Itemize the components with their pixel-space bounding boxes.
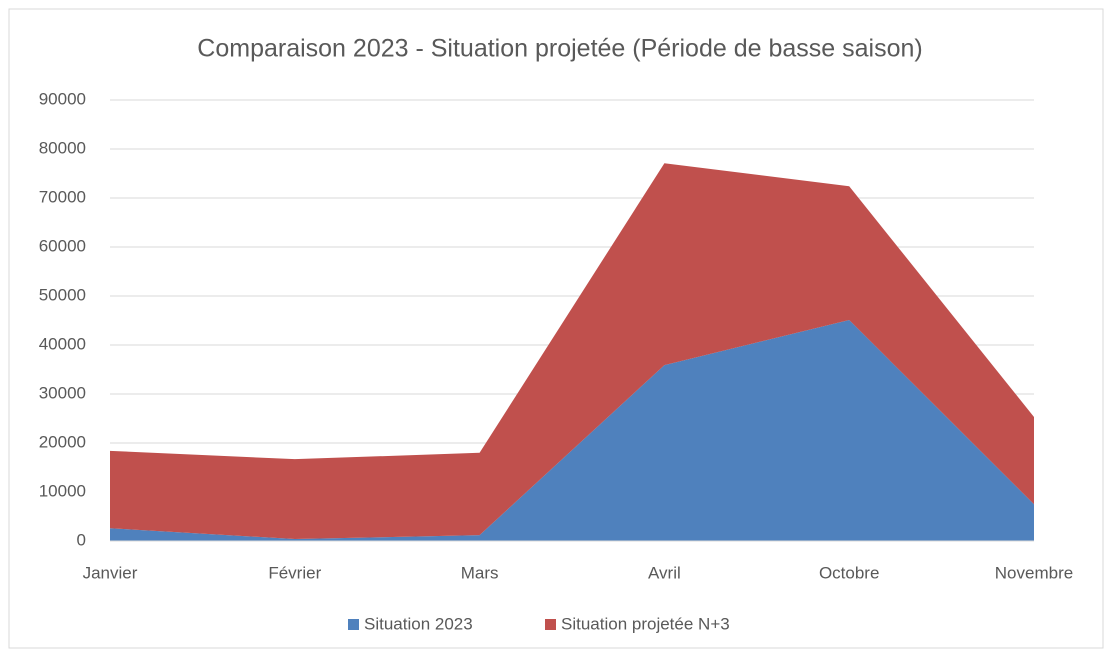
area [110,163,1034,540]
area [110,320,1034,541]
x-tick-label: Novembre [995,563,1073,582]
legend-swatch [545,619,556,630]
y-tick-label: 30000 [39,383,86,402]
legend-label: Situation projetée N+3 [561,614,730,633]
x-tick-label: Février [268,563,321,582]
chart-title: Comparaison 2023 - Situation projetée (P… [197,35,922,63]
y-tick-label: 90000 [39,89,86,108]
y-tick-label: 50000 [39,285,86,304]
y-tick-label: 80000 [39,138,86,157]
legend-label: Situation 2023 [364,614,473,633]
y-tick-label: 20000 [39,432,86,451]
x-tick-label: Mars [461,563,499,582]
y-tick-label: 70000 [39,187,86,206]
y-tick-label: 60000 [39,236,86,255]
y-tick-label: 40000 [39,334,86,353]
y-tick-label: 10000 [39,481,86,500]
x-tick-label: Octobre [819,563,879,582]
legend-swatch [348,619,359,630]
x-tick-label: Janvier [83,563,138,582]
x-tick-label: Avril [648,563,681,582]
y-tick-label: 0 [77,530,86,549]
